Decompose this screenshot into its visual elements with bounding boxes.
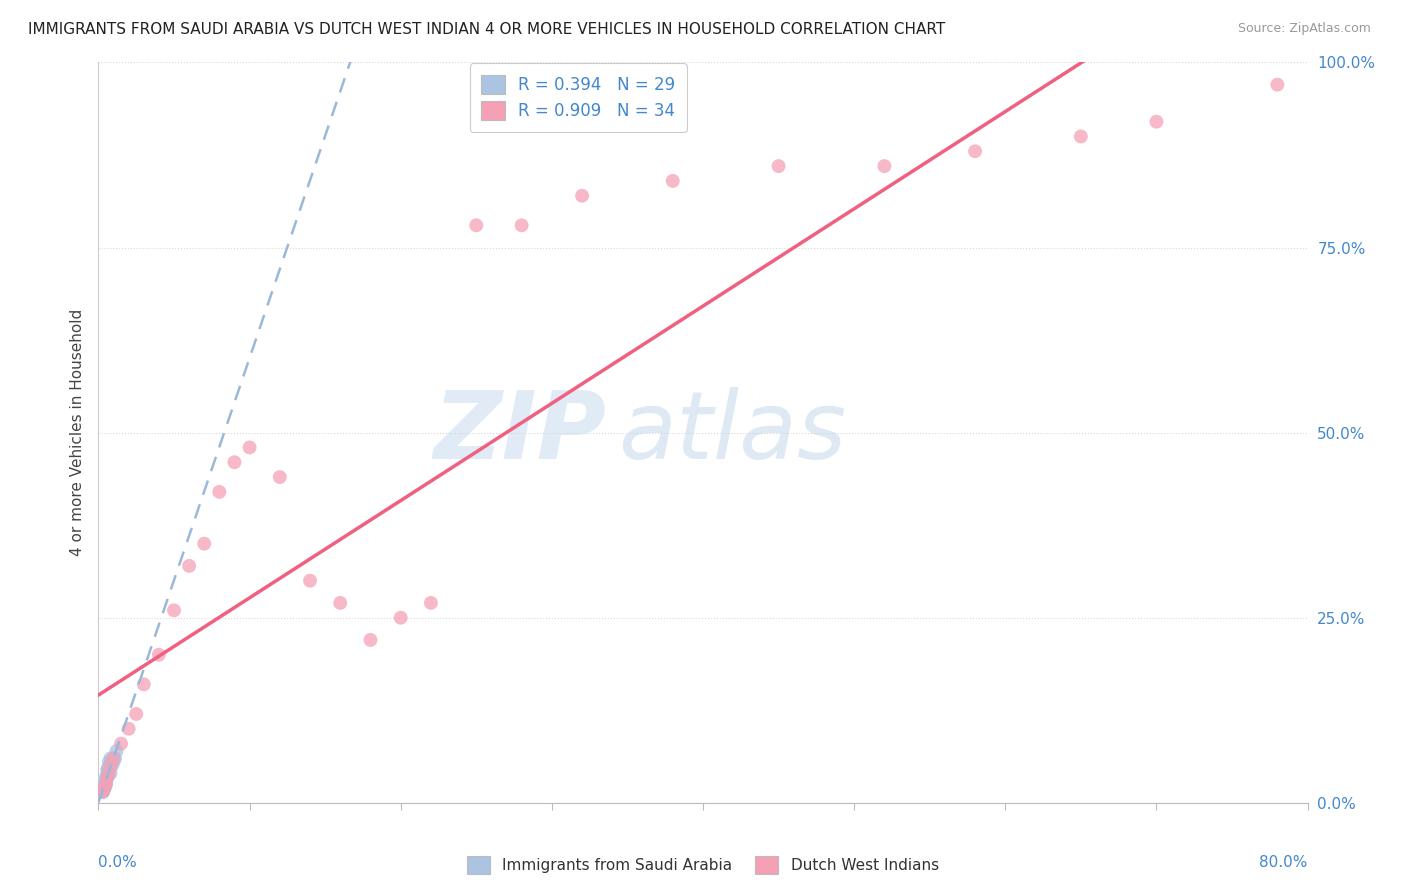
- Point: [208, 484, 231, 499]
- Point: [94, 777, 117, 791]
- Point: [96, 770, 118, 784]
- Point: [98, 763, 121, 777]
- Point: [94, 773, 117, 788]
- Point: [110, 737, 132, 751]
- Point: [103, 751, 125, 765]
- Point: [193, 536, 215, 550]
- Point: [96, 763, 118, 777]
- Point: [329, 596, 352, 610]
- Point: [239, 441, 262, 455]
- Point: [94, 773, 117, 788]
- Point: [1146, 114, 1168, 128]
- Point: [1070, 129, 1092, 144]
- Point: [768, 159, 790, 173]
- Point: [93, 777, 115, 791]
- Point: [269, 470, 291, 484]
- Point: [661, 174, 683, 188]
- Point: [98, 755, 121, 769]
- Point: [91, 780, 114, 795]
- Text: 0.0%: 0.0%: [98, 855, 138, 870]
- Point: [93, 780, 115, 795]
- Point: [179, 558, 201, 573]
- Point: [96, 766, 118, 780]
- Point: [224, 455, 246, 469]
- Point: [299, 574, 322, 588]
- Text: ZIP: ZIP: [433, 386, 606, 479]
- Point: [100, 758, 122, 772]
- Point: [91, 785, 114, 799]
- Point: [163, 603, 186, 617]
- Point: [965, 145, 987, 159]
- Text: Source: ZipAtlas.com: Source: ZipAtlas.com: [1237, 22, 1371, 36]
- Point: [100, 766, 122, 780]
- Point: [125, 706, 148, 721]
- Legend: Immigrants from Saudi Arabia, Dutch West Indians: Immigrants from Saudi Arabia, Dutch West…: [461, 850, 945, 880]
- Point: [91, 785, 114, 799]
- Point: [103, 755, 125, 769]
- Point: [98, 766, 121, 780]
- Point: [571, 188, 593, 202]
- Point: [389, 610, 412, 624]
- Point: [93, 780, 115, 795]
- Y-axis label: 4 or more Vehicles in Household: 4 or more Vehicles in Household: [69, 309, 84, 557]
- Point: [94, 770, 117, 784]
- Text: atlas: atlas: [619, 387, 846, 478]
- Point: [94, 773, 117, 788]
- Text: IMMIGRANTS FROM SAUDI ARABIA VS DUTCH WEST INDIAN 4 OR MORE VEHICLES IN HOUSEHOL: IMMIGRANTS FROM SAUDI ARABIA VS DUTCH WE…: [28, 22, 945, 37]
- Point: [148, 648, 170, 662]
- Point: [91, 785, 114, 799]
- Point: [96, 770, 118, 784]
- Point: [96, 763, 118, 777]
- Point: [873, 159, 896, 173]
- Point: [101, 758, 124, 772]
- Point: [104, 751, 127, 765]
- Point: [132, 677, 155, 691]
- Point: [93, 777, 115, 791]
- Point: [94, 777, 117, 791]
- Text: 80.0%: 80.0%: [1260, 855, 1308, 870]
- Point: [118, 722, 141, 736]
- Point: [1267, 78, 1289, 92]
- Point: [465, 219, 488, 233]
- Point: [93, 780, 115, 795]
- Point: [96, 770, 118, 784]
- Point: [510, 219, 533, 233]
- Legend: R = 0.394   N = 29, R = 0.909   N = 34: R = 0.394 N = 29, R = 0.909 N = 34: [470, 63, 686, 132]
- Point: [360, 632, 382, 647]
- Point: [100, 751, 122, 765]
- Point: [105, 744, 128, 758]
- Point: [91, 785, 114, 799]
- Point: [98, 758, 121, 772]
- Point: [420, 596, 443, 610]
- Point: [93, 780, 115, 795]
- Point: [94, 773, 117, 788]
